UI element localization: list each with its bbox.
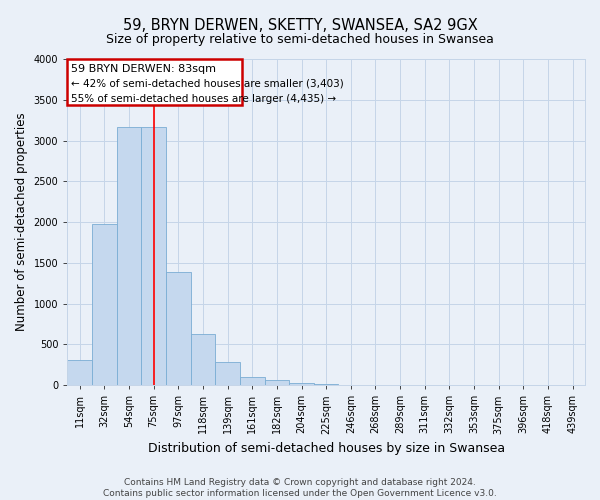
Y-axis label: Number of semi-detached properties: Number of semi-detached properties — [15, 113, 28, 332]
X-axis label: Distribution of semi-detached houses by size in Swansea: Distribution of semi-detached houses by … — [148, 442, 505, 455]
Bar — [67, 360, 92, 385]
Text: Contains HM Land Registry data © Crown copyright and database right 2024.
Contai: Contains HM Land Registry data © Crown c… — [103, 478, 497, 498]
Text: 59, BRYN DERWEN, SKETTY, SWANSEA, SA2 9GX: 59, BRYN DERWEN, SKETTY, SWANSEA, SA2 9G… — [122, 18, 478, 32]
Bar — [240, 377, 265, 385]
Text: ← 42% of semi-detached houses are smaller (3,403): ← 42% of semi-detached houses are smalle… — [71, 79, 344, 89]
Bar — [92, 224, 116, 385]
Bar — [314, 384, 338, 385]
Bar — [141, 126, 166, 385]
Bar — [265, 380, 289, 385]
Text: 55% of semi-detached houses are larger (4,435) →: 55% of semi-detached houses are larger (… — [71, 94, 336, 104]
Bar — [215, 362, 240, 385]
Bar — [116, 126, 141, 385]
Bar — [289, 382, 314, 385]
Text: Size of property relative to semi-detached houses in Swansea: Size of property relative to semi-detach… — [106, 32, 494, 46]
FancyBboxPatch shape — [67, 59, 242, 106]
Bar — [166, 272, 191, 385]
Bar — [191, 334, 215, 385]
Text: 59 BRYN DERWEN: 83sqm: 59 BRYN DERWEN: 83sqm — [71, 64, 216, 74]
